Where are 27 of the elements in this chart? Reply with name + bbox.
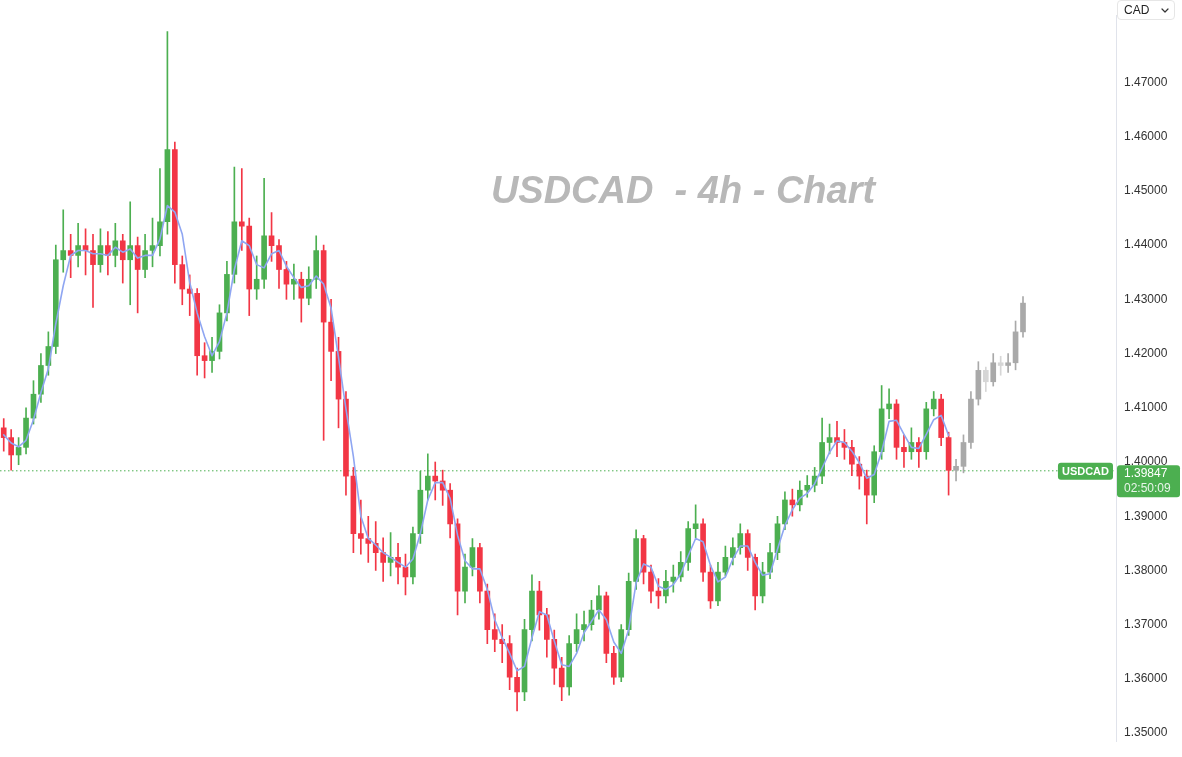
y-tick-label: 1.41000 xyxy=(1124,400,1168,415)
y-tick-label: 1.46000 xyxy=(1124,128,1168,143)
y-tick-label: 1.43000 xyxy=(1124,291,1168,306)
text: 1.39847 xyxy=(1124,466,1168,481)
y-tick-label: 1.35000 xyxy=(1124,725,1168,740)
candlestick xyxy=(953,458,959,482)
candlestick xyxy=(886,388,892,419)
candlestick xyxy=(238,168,245,251)
y-tick-label: 1.37000 xyxy=(1124,616,1168,631)
y-tick-label: 1.44000 xyxy=(1124,237,1168,252)
dropdown-field: CAD xyxy=(1117,0,1175,20)
ref-line-label: USDCAD xyxy=(1061,464,1110,477)
text: USDCAD - 4h - Chart xyxy=(490,168,877,211)
candlestick xyxy=(90,233,96,308)
y-tick-label: 1.42000 xyxy=(1124,345,1168,360)
candlestick xyxy=(901,434,907,468)
y-tick-label: 1.45000 xyxy=(1124,183,1168,198)
y-tick-label: 1.36000 xyxy=(1124,671,1168,686)
text: 02:50:09 xyxy=(1124,481,1172,496)
y-tick-label: 1.47000 xyxy=(1124,74,1168,89)
candlestick xyxy=(1005,353,1011,373)
y-tick-label: 1.38000 xyxy=(1124,562,1168,577)
y-tick-label: 1.40000 xyxy=(1124,454,1168,469)
candlestick xyxy=(432,461,439,501)
candlestick xyxy=(75,223,81,268)
y-tick-label: 1.39000 xyxy=(1124,508,1168,523)
candlestick xyxy=(997,355,1004,376)
